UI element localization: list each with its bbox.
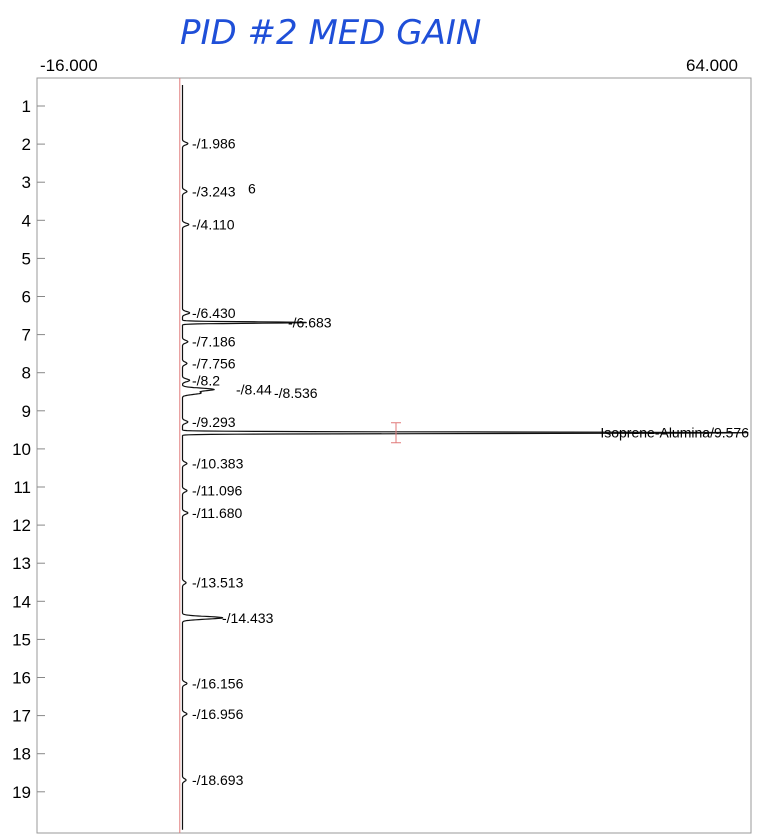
peak-label: -/4.110 [192,216,235,232]
peak-label: -/6.683 [288,315,332,331]
peak-label: -/13.513 [192,575,244,591]
y-tick-label: 2 [22,135,31,154]
peak-label: -/7.186 [192,334,236,350]
y-tick-label: 7 [22,326,31,345]
y-tick-label: 10 [12,440,31,459]
y-tick-label: 16 [12,669,31,688]
peak-label: -/8.2 [192,372,220,388]
peak-label: -/14.433 [222,610,274,626]
peak-labels: -/1.986 -/3.243 6 -/4.110 -/6.430 -/6.683 -/7.… [192,136,749,789]
peak-label: -/8.536 [274,385,318,401]
y-tick-label: 3 [22,173,31,192]
chromatogram-trace [181,85,749,830]
peak-label: -/11.680 [192,505,243,521]
y-tick-label: 11 [13,478,31,497]
peak-label: -/6.430 [192,305,236,321]
y-tick-label: 9 [22,402,31,421]
y-tick-label: 17 [12,707,31,726]
peak-label-overlap: 6 [248,180,256,196]
peak-label: -/8.44 [236,381,272,397]
y-tick-label: 15 [12,630,31,649]
peak-label: -/18.693 [192,772,244,788]
y-tick-label: 5 [22,249,31,268]
peak-label: -/16.156 [192,675,244,691]
x-axis-min-label: -16.000 [40,56,98,75]
y-tick-label: 13 [12,554,31,573]
y-tick-label: 14 [12,592,31,611]
y-tick-label: 1 [22,97,31,116]
plot-frame [36,77,752,834]
peak-label: -/9.293 [192,414,236,430]
peak-label: -/10.383 [192,455,244,471]
y-tick-label: 19 [12,783,31,802]
retention-window-marker [391,422,401,444]
peak-label: -/16.956 [192,706,244,722]
peak-label: -/11.096 [192,483,243,499]
y-tick-label: 12 [12,516,31,535]
y-tick-label: 18 [12,745,31,764]
peak-label: -/1.986 [192,136,236,152]
y-tick-label: 8 [22,364,31,383]
x-axis-max-label: 64.000 [686,56,738,75]
peak-label: -/3.243 [192,183,236,199]
y-tick-label: 6 [22,288,31,307]
handwritten-annotation: PID #2 MED GAIN [180,13,481,53]
y-tick-label: 4 [22,211,31,230]
peak-label: -/7.756 [192,355,236,371]
peak-label-isoprene: Isoprene-Alumina/9.576 [600,425,749,441]
